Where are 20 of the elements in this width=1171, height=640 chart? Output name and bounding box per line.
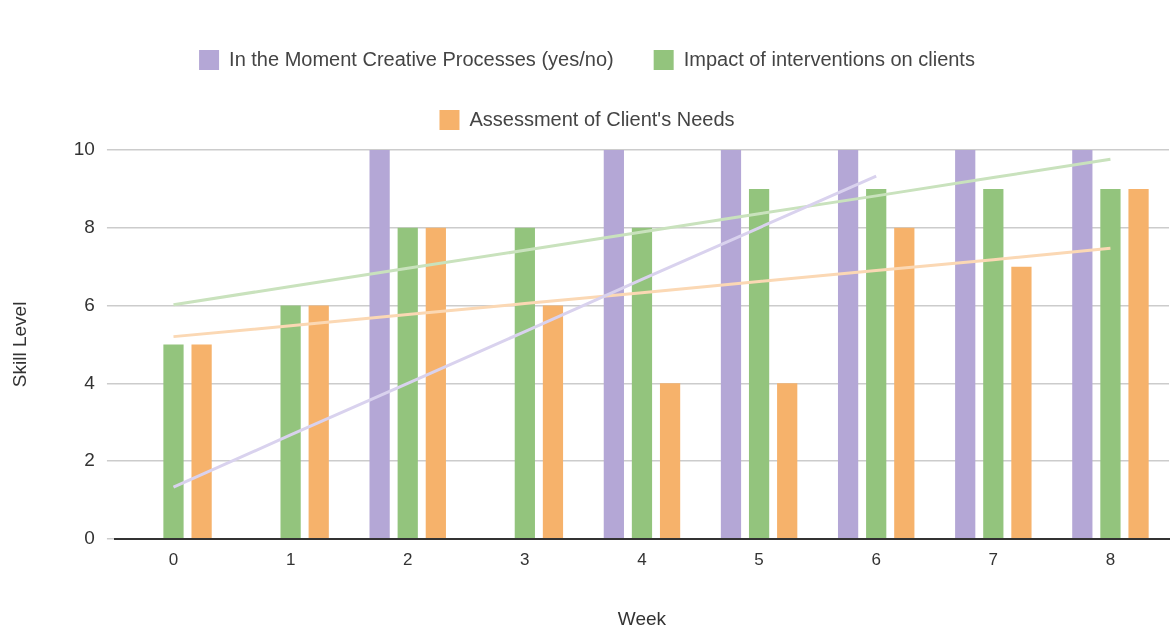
x-tick-label: 3 <box>520 549 530 569</box>
y-tick-label: 10 <box>73 138 95 160</box>
y-tick-label: 8 <box>84 215 95 237</box>
x-tick-label: 7 <box>988 549 999 569</box>
x-tick-label: 8 <box>1105 549 1116 569</box>
x-axis-title: Week <box>617 607 667 629</box>
x-tick-label: 1 <box>285 549 296 569</box>
legend-label: In the Moment Creative Processes (yes/no) <box>229 47 614 70</box>
x-tick-label: 6 <box>871 549 881 569</box>
x-tick-label: 4 <box>637 549 647 569</box>
x-tick-label: 2 <box>403 549 413 569</box>
legend-label: Assessment of Client's Needs <box>469 107 735 130</box>
y-tick-label: 2 <box>84 449 95 471</box>
y-axis-title: Skill Level <box>8 301 30 388</box>
legend-label: Impact of interventions on clients <box>683 47 975 70</box>
y-tick-label: 0 <box>84 527 95 549</box>
y-tick-label: 6 <box>84 293 95 315</box>
y-tick-label: 4 <box>84 371 96 393</box>
x-tick-label: 5 <box>754 549 764 569</box>
x-tick-label: 0 <box>168 549 179 569</box>
